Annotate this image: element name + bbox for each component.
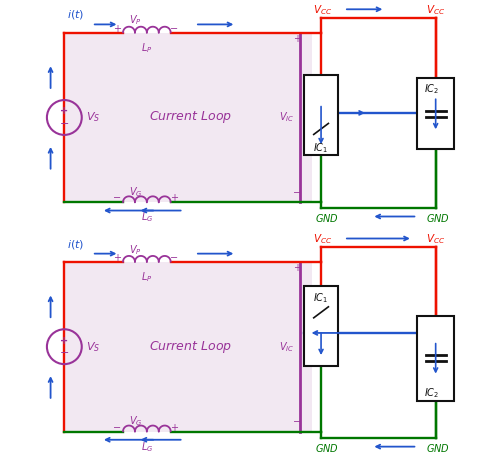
Text: $V_{CC}$: $V_{CC}$	[313, 3, 332, 17]
Text: −: −	[112, 194, 120, 203]
Text: +: +	[60, 335, 68, 346]
Text: $L_P$: $L_P$	[142, 270, 153, 284]
Text: −: −	[60, 348, 69, 358]
Text: −: −	[292, 417, 301, 427]
Text: $V_{IC}$: $V_{IC}$	[279, 340, 294, 353]
Text: +: +	[170, 423, 178, 432]
Text: $L_P$: $L_P$	[142, 41, 153, 55]
Text: −: −	[60, 119, 69, 128]
Text: +: +	[293, 263, 301, 273]
Text: −: −	[170, 253, 178, 263]
Text: $\mathit{GND}$: $\mathit{GND}$	[426, 212, 450, 224]
Bar	[417, 316, 455, 401]
Bar	[304, 286, 338, 366]
Text: $IC_1$: $IC_1$	[313, 142, 328, 155]
Text: $V_{CC}$: $V_{CC}$	[313, 232, 332, 246]
Text: $V_{IC}$: $V_{IC}$	[279, 110, 294, 124]
Text: +: +	[170, 194, 178, 203]
Text: −: −	[112, 423, 120, 432]
Text: $i(t)$: $i(t)$	[66, 8, 84, 22]
Text: −: −	[292, 188, 301, 198]
Text: $V_G$: $V_G$	[128, 414, 142, 428]
Bar	[417, 78, 455, 149]
Text: $V_G$: $V_G$	[128, 185, 142, 199]
Text: +: +	[112, 253, 120, 263]
Text: $\mathit{GND}$: $\mathit{GND}$	[314, 442, 338, 454]
Text: +: +	[293, 34, 301, 44]
Text: +: +	[60, 106, 68, 116]
Text: $IC_2$: $IC_2$	[424, 386, 439, 400]
Text: $V_{CC}$: $V_{CC}$	[426, 232, 445, 246]
Text: −: −	[170, 24, 178, 34]
Text: $\mathit{Current\ Loop}$: $\mathit{Current\ Loop}$	[149, 109, 232, 126]
Text: $i(t)$: $i(t)$	[66, 238, 84, 251]
Text: $\mathit{Current\ Loop}$: $\mathit{Current\ Loop}$	[149, 339, 232, 355]
Text: $\mathit{GND}$: $\mathit{GND}$	[426, 442, 450, 454]
Text: $L_G$: $L_G$	[142, 440, 154, 454]
Bar	[64, 33, 312, 202]
Bar	[64, 262, 312, 432]
Text: +: +	[112, 24, 120, 34]
Text: $L_G$: $L_G$	[142, 211, 154, 225]
Bar	[304, 75, 338, 155]
Text: $IC_1$: $IC_1$	[313, 291, 328, 305]
Text: $V_P$: $V_P$	[129, 243, 142, 256]
Text: $V_P$: $V_P$	[129, 13, 142, 27]
Text: $V_S$: $V_S$	[86, 110, 101, 124]
Text: $V_S$: $V_S$	[86, 340, 101, 353]
Text: $V_{CC}$: $V_{CC}$	[426, 3, 445, 17]
Text: $IC_2$: $IC_2$	[424, 82, 439, 96]
Text: $\mathit{GND}$: $\mathit{GND}$	[314, 212, 338, 224]
